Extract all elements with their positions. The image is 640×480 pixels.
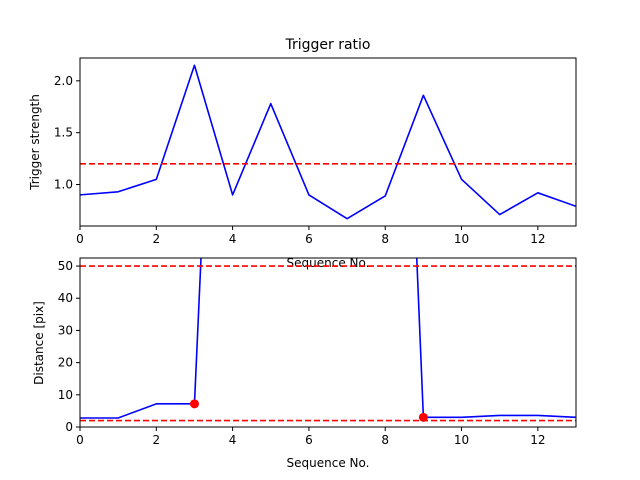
distance-axes: Distance [pix] Sequence No. 0 2 4 6 8 10 12 0 10… [32, 257, 577, 470]
plot-frame [79, 57, 577, 227]
x-tick-label: 10 [454, 232, 469, 246]
y-tick-label: 1.5 [54, 126, 73, 140]
y-tick-label: 2.0 [54, 74, 73, 88]
x-tick-label: 12 [530, 232, 545, 246]
trigger-ratio-axes: Trigger ratio Trigger strength Sequence … [28, 37, 577, 270]
y-tick-label: 50 [58, 259, 73, 273]
plot-frame [79, 257, 577, 428]
x-tick-label: 12 [530, 433, 545, 447]
x-tick-label: 10 [454, 433, 469, 447]
y-axis-label: Trigger strength [28, 94, 42, 191]
x-tick-label: 2 [152, 433, 160, 447]
y-tick-label: 1.0 [54, 178, 73, 192]
y-tick-label: 10 [58, 388, 73, 402]
x-tick-label: 4 [229, 433, 237, 447]
chart-title: Trigger ratio [284, 37, 370, 53]
x-tick-label: 0 [76, 433, 84, 447]
x-tick-label: 8 [381, 232, 389, 246]
x-tick-label: 6 [305, 433, 313, 447]
y-tick-label: 20 [58, 356, 73, 370]
series-line [80, 258, 576, 419]
x-tick-label: 0 [76, 232, 84, 246]
y-axis-label: Distance [pix] [32, 301, 46, 385]
y-tick-label: 0 [65, 420, 73, 434]
y-tick-label: 30 [58, 323, 73, 337]
x-tick-label: 6 [305, 232, 313, 246]
x-tick-label: 8 [381, 433, 389, 447]
series-line [80, 64, 576, 220]
y-tick-label: 40 [58, 291, 73, 305]
x-tick-label: 2 [152, 232, 160, 246]
x-axis-label: Sequence No. [287, 456, 370, 470]
marker-point [189, 399, 199, 409]
marker-point [418, 412, 428, 422]
x-tick-label: 4 [229, 232, 237, 246]
